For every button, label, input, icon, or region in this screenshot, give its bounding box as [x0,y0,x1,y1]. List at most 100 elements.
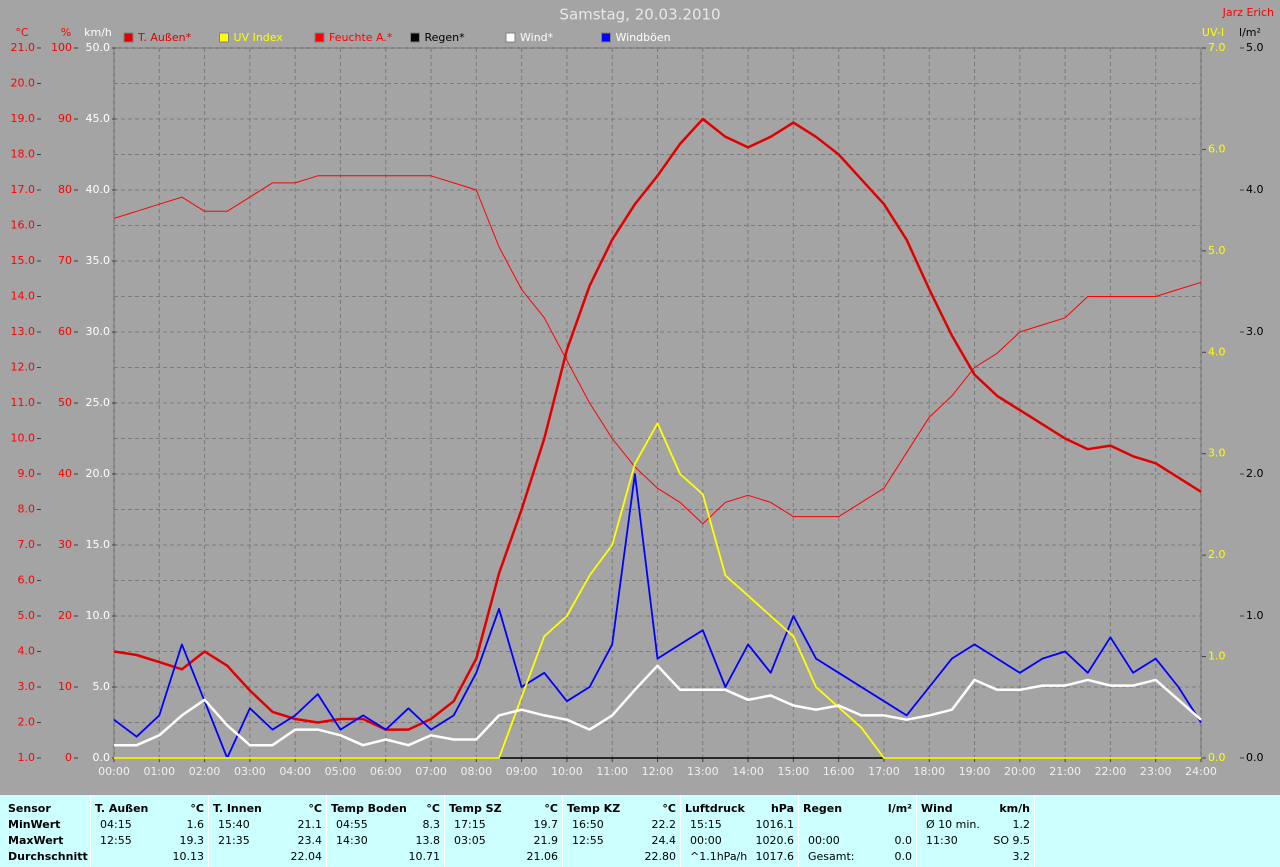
column-header: Temp SZ [449,802,502,815]
column-unit: °C [544,802,558,815]
cell-time: 12:55 [100,834,132,847]
summary-table: Sensor MinWert MaxWert Durchschnitt T. Außen… [0,795,1280,867]
cell-value: 19.7 [533,818,559,831]
series-line [113,117,1202,731]
column-unit: °C [308,802,322,815]
x-tick-label: 19:00 [959,765,991,778]
cell-value: 21.1 [297,818,323,831]
cell-time: 00:00 [808,834,840,847]
y-tick-label: 40.0 [86,183,111,196]
y-tick-label: 50 [58,396,72,409]
y-tick-label: 5.0 [1246,41,1264,54]
y-tick-label: 3.0 [1246,325,1264,338]
column-unit: °C [662,802,676,815]
cell-value: 3.2 [1012,850,1031,863]
cell-time: Gesamt: [808,850,855,863]
x-tick-label: 13:00 [687,765,719,778]
y-tick-label: 3.0 [1208,447,1226,460]
y-tick-label: 20.0 [11,77,36,90]
y-tick-label: 15.0 [86,538,111,551]
y-tick-label: 0 [65,751,72,764]
cell-value: 8.3 [422,818,441,831]
y-tick-label: 30.0 [86,325,111,338]
y-tick-label: 0.0 [93,751,111,764]
column-header: T. Außen [95,802,149,815]
column-separator [1034,795,1035,867]
cell-value: 10.13 [172,850,205,863]
y-tick-label: 20 [58,609,72,622]
x-tick-label: 01:00 [143,765,175,778]
column-separator [916,795,917,867]
cell-time: Ø 10 min. [926,818,980,831]
cell-time: ^1.1hPa/h [690,850,748,863]
y-tick-label: 20.0 [86,467,111,480]
column-header: Regen [803,802,843,815]
axis-unit: °C [15,26,29,39]
series-line [114,422,1201,759]
cell-value: 22.2 [651,818,677,831]
y-tick-label: 12.0 [11,361,36,374]
column-separator [562,795,563,867]
y-tick-label: 0.0 [1208,751,1226,764]
y-tick-label: 90 [58,112,72,125]
cell-value: 21.06 [526,850,559,863]
x-tick-label: 08:00 [460,765,492,778]
y-tick-label: 40 [58,467,72,480]
x-tick-label: 15:00 [778,765,810,778]
y-tick-label: 4.0 [1246,183,1264,196]
cell-time: 21:35 [218,834,250,847]
y-tick-label: 5.0 [18,609,36,622]
cell-value: 24.4 [651,834,677,847]
column-unit: km/h [999,802,1030,815]
y-tick-label: 10.0 [11,432,36,445]
cell-value: 1.6 [186,818,205,831]
legend-swatch [505,32,516,43]
y-tick-label: 60 [58,325,72,338]
y-tick-label: 8.0 [18,503,36,516]
cell-value: 22.04 [290,850,323,863]
y-tick-label: 6.0 [1208,142,1226,155]
series-line [113,473,1202,759]
y-tick-label: 5.0 [1208,244,1226,257]
y-tick-label: 1.0 [1246,609,1264,622]
axis-unit: UV-I [1202,26,1224,39]
x-tick-label: 10:00 [551,765,583,778]
y-tick-label: 21.0 [11,41,36,54]
y-tick-label: 10 [58,680,72,693]
y-tick-label: 11.0 [11,396,36,409]
y-tick-label: 18.0 [11,148,36,161]
cell-value: 0.0 [894,834,913,847]
cell-value: 19.3 [179,834,205,847]
x-tick-label: 11:00 [596,765,628,778]
cell-time: 15:15 [690,818,722,831]
x-tick-label: 04:00 [279,765,311,778]
y-tick-label: 7.0 [18,538,36,551]
cell-time: 17:15 [454,818,486,831]
y-tick-label: 30 [58,538,72,551]
x-tick-label: 17:00 [868,765,900,778]
legend-swatch [601,32,611,43]
column-separator [208,795,209,867]
legend-label: Regen* [425,31,466,44]
cell-time: 03:05 [454,834,486,847]
y-tick-label: 35.0 [86,254,111,267]
x-tick-label: 16:00 [823,765,855,778]
axis-unit: km/h [84,26,112,39]
x-tick-label: 09:00 [506,765,538,778]
y-tick-label: 14.0 [11,290,36,303]
y-tick-label: 15.0 [11,254,36,267]
series-line [114,664,1202,747]
x-tick-label: 12:00 [642,765,674,778]
y-tick-label: 17.0 [11,183,36,196]
y-tick-label: 13.0 [11,325,36,338]
cell-value: 10.71 [408,850,441,863]
column-unit: °C [190,802,204,815]
y-tick-label: 2.0 [18,716,36,729]
cell-value: SO 9.5 [993,834,1030,847]
column-header: Luftdruck [685,802,745,815]
x-tick-label: 18:00 [913,765,945,778]
y-tick-label: 100 [51,41,72,54]
cell-time: 00:00 [690,834,722,847]
y-tick-label: 19.0 [11,112,36,125]
y-tick-label: 9.0 [18,467,36,480]
